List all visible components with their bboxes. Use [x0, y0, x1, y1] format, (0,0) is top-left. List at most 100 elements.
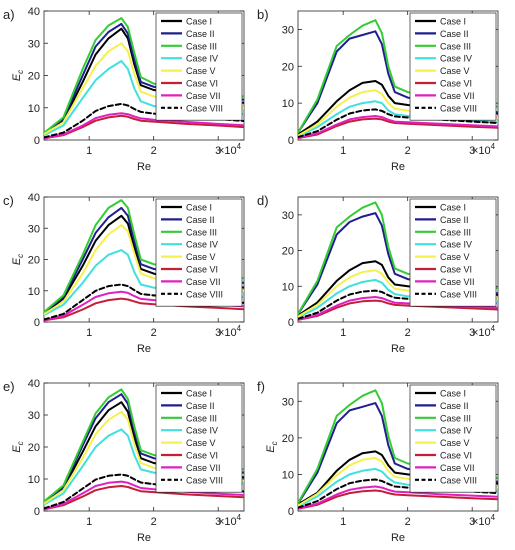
x-exponent-power: 4 [237, 513, 242, 522]
y-axis-label-sub: c [270, 441, 279, 445]
legend-entry: Case II [440, 215, 469, 225]
legend-entry: Case I [186, 203, 212, 213]
y-tick-label: 30 [282, 210, 294, 222]
legend-box [409, 198, 497, 307]
legend-entry: Case I [440, 203, 466, 213]
legend-entry: Case VII [440, 91, 475, 101]
panel-label: c) [3, 193, 14, 208]
x-exponent-power: 4 [237, 324, 242, 333]
x-tick-label: 1 [340, 327, 346, 339]
legend-entry: Case VIII [440, 103, 477, 113]
legend-box [409, 12, 497, 121]
legend-entry: Case VIII [186, 475, 223, 485]
x-tick-label: 3 [215, 327, 221, 339]
x-tick-label: 2 [405, 516, 411, 528]
y-tick-label: 30 [282, 396, 294, 408]
x-exponent-label: ×104 [472, 324, 496, 339]
x-exponent-power: 4 [237, 142, 242, 151]
y-tick-label: 0 [34, 135, 40, 147]
x-tick-label: 3 [215, 145, 221, 157]
y-axis-label: Ec [11, 254, 25, 265]
x-axis-label: Re [137, 343, 151, 355]
y-tick-label: 30 [28, 410, 40, 422]
y-tick-label: 0 [288, 317, 294, 329]
y-axis-label-main: E [11, 445, 23, 453]
legend: Case I Case II Case III Case IV Case V Case V… [155, 12, 243, 121]
x-exponent-power: 4 [491, 324, 496, 333]
y-axis-label: Ec [265, 441, 279, 452]
y-tick-label: 10 [28, 474, 40, 486]
y-axis-label-main: E [265, 445, 277, 453]
x-tick-label: 2 [405, 327, 411, 339]
panel-label: e) [3, 379, 15, 394]
x-tick-label: 1 [86, 145, 92, 157]
x-exponent-base: ×10 [218, 327, 237, 339]
legend-entry: Case VII [440, 277, 475, 287]
y-axis-label-main: E [11, 257, 23, 265]
x-tick-label: 3 [469, 516, 475, 528]
x-exponent-power: 4 [491, 142, 496, 151]
series-line-7 [298, 485, 498, 510]
legend-entry: Case V [440, 252, 470, 262]
x-exponent-base: ×10 [218, 516, 237, 528]
y-tick-label: 40 [28, 192, 40, 204]
legend-entry: Case V [440, 66, 470, 76]
chart-panel-6: 0 10 20 30 1 2 3×104 Re Ec f) Case I Case II Case II… [257, 379, 499, 544]
legend-entry: Case III [186, 41, 217, 51]
x-exponent-label: ×104 [472, 142, 496, 157]
legend-entry: Case III [440, 41, 471, 51]
legend-entry: Case II [186, 401, 215, 411]
legend-entry: Case II [186, 29, 215, 39]
y-tick-label: 20 [28, 442, 40, 454]
legend-entry: Case VII [186, 277, 221, 287]
legend-entry: Case I [440, 389, 466, 399]
x-axis-label: Re [391, 161, 405, 173]
legend-entry: Case VI [440, 451, 472, 461]
x-axis-label: Re [391, 532, 405, 544]
x-exponent-label: ×104 [472, 513, 496, 528]
x-tick-label: 3 [469, 145, 475, 157]
legend-entry: Case IV [440, 426, 472, 436]
legend-entry: Case V [186, 66, 216, 76]
y-axis-label-main: E [11, 73, 23, 81]
legend: Case I Case II Case III Case IV Case V Case V… [409, 12, 497, 121]
y-tick-label: 40 [28, 6, 40, 18]
legend-entry: Case IV [440, 240, 472, 250]
x-exponent-base: ×10 [218, 145, 237, 157]
legend-box [155, 384, 243, 493]
x-tick-label: 3 [469, 327, 475, 339]
legend-entry: Case III [186, 227, 217, 237]
x-exponent-base: ×10 [472, 516, 491, 528]
legend-entry: Case III [440, 227, 471, 237]
x-exponent-label: ×104 [218, 324, 242, 339]
legend-entry: Case I [186, 17, 212, 27]
y-tick-label: 30 [28, 38, 40, 50]
panel-label: d) [257, 193, 269, 208]
x-axis-label: Re [137, 161, 151, 173]
legend-entry: Case VIII [440, 289, 477, 299]
y-tick-label: 0 [34, 317, 40, 329]
series-line-6 [44, 114, 244, 140]
x-tick-label: 2 [405, 145, 411, 157]
x-exponent-base: ×10 [472, 327, 491, 339]
y-tick-label: 30 [282, 24, 294, 36]
legend-entry: Case VIII [186, 103, 223, 113]
legend-entry: Case VII [186, 91, 221, 101]
legend-entry: Case V [186, 252, 216, 262]
legend-entry: Case VI [186, 265, 218, 275]
legend-entry: Case III [186, 413, 217, 423]
x-exponent-power: 4 [491, 513, 496, 522]
x-exponent-label: ×104 [218, 142, 242, 157]
legend-entry: Case II [186, 215, 215, 225]
x-tick-label: 1 [340, 516, 346, 528]
x-tick-label: 1 [86, 327, 92, 339]
legend: Case I Case II Case III Case IV Case V Case V… [155, 384, 243, 493]
y-tick-label: 10 [282, 98, 294, 110]
y-tick-label: 20 [282, 246, 294, 258]
y-axis-label: Ec [11, 70, 25, 81]
legend: Case I Case II Case III Case IV Case V Case V… [409, 198, 497, 307]
